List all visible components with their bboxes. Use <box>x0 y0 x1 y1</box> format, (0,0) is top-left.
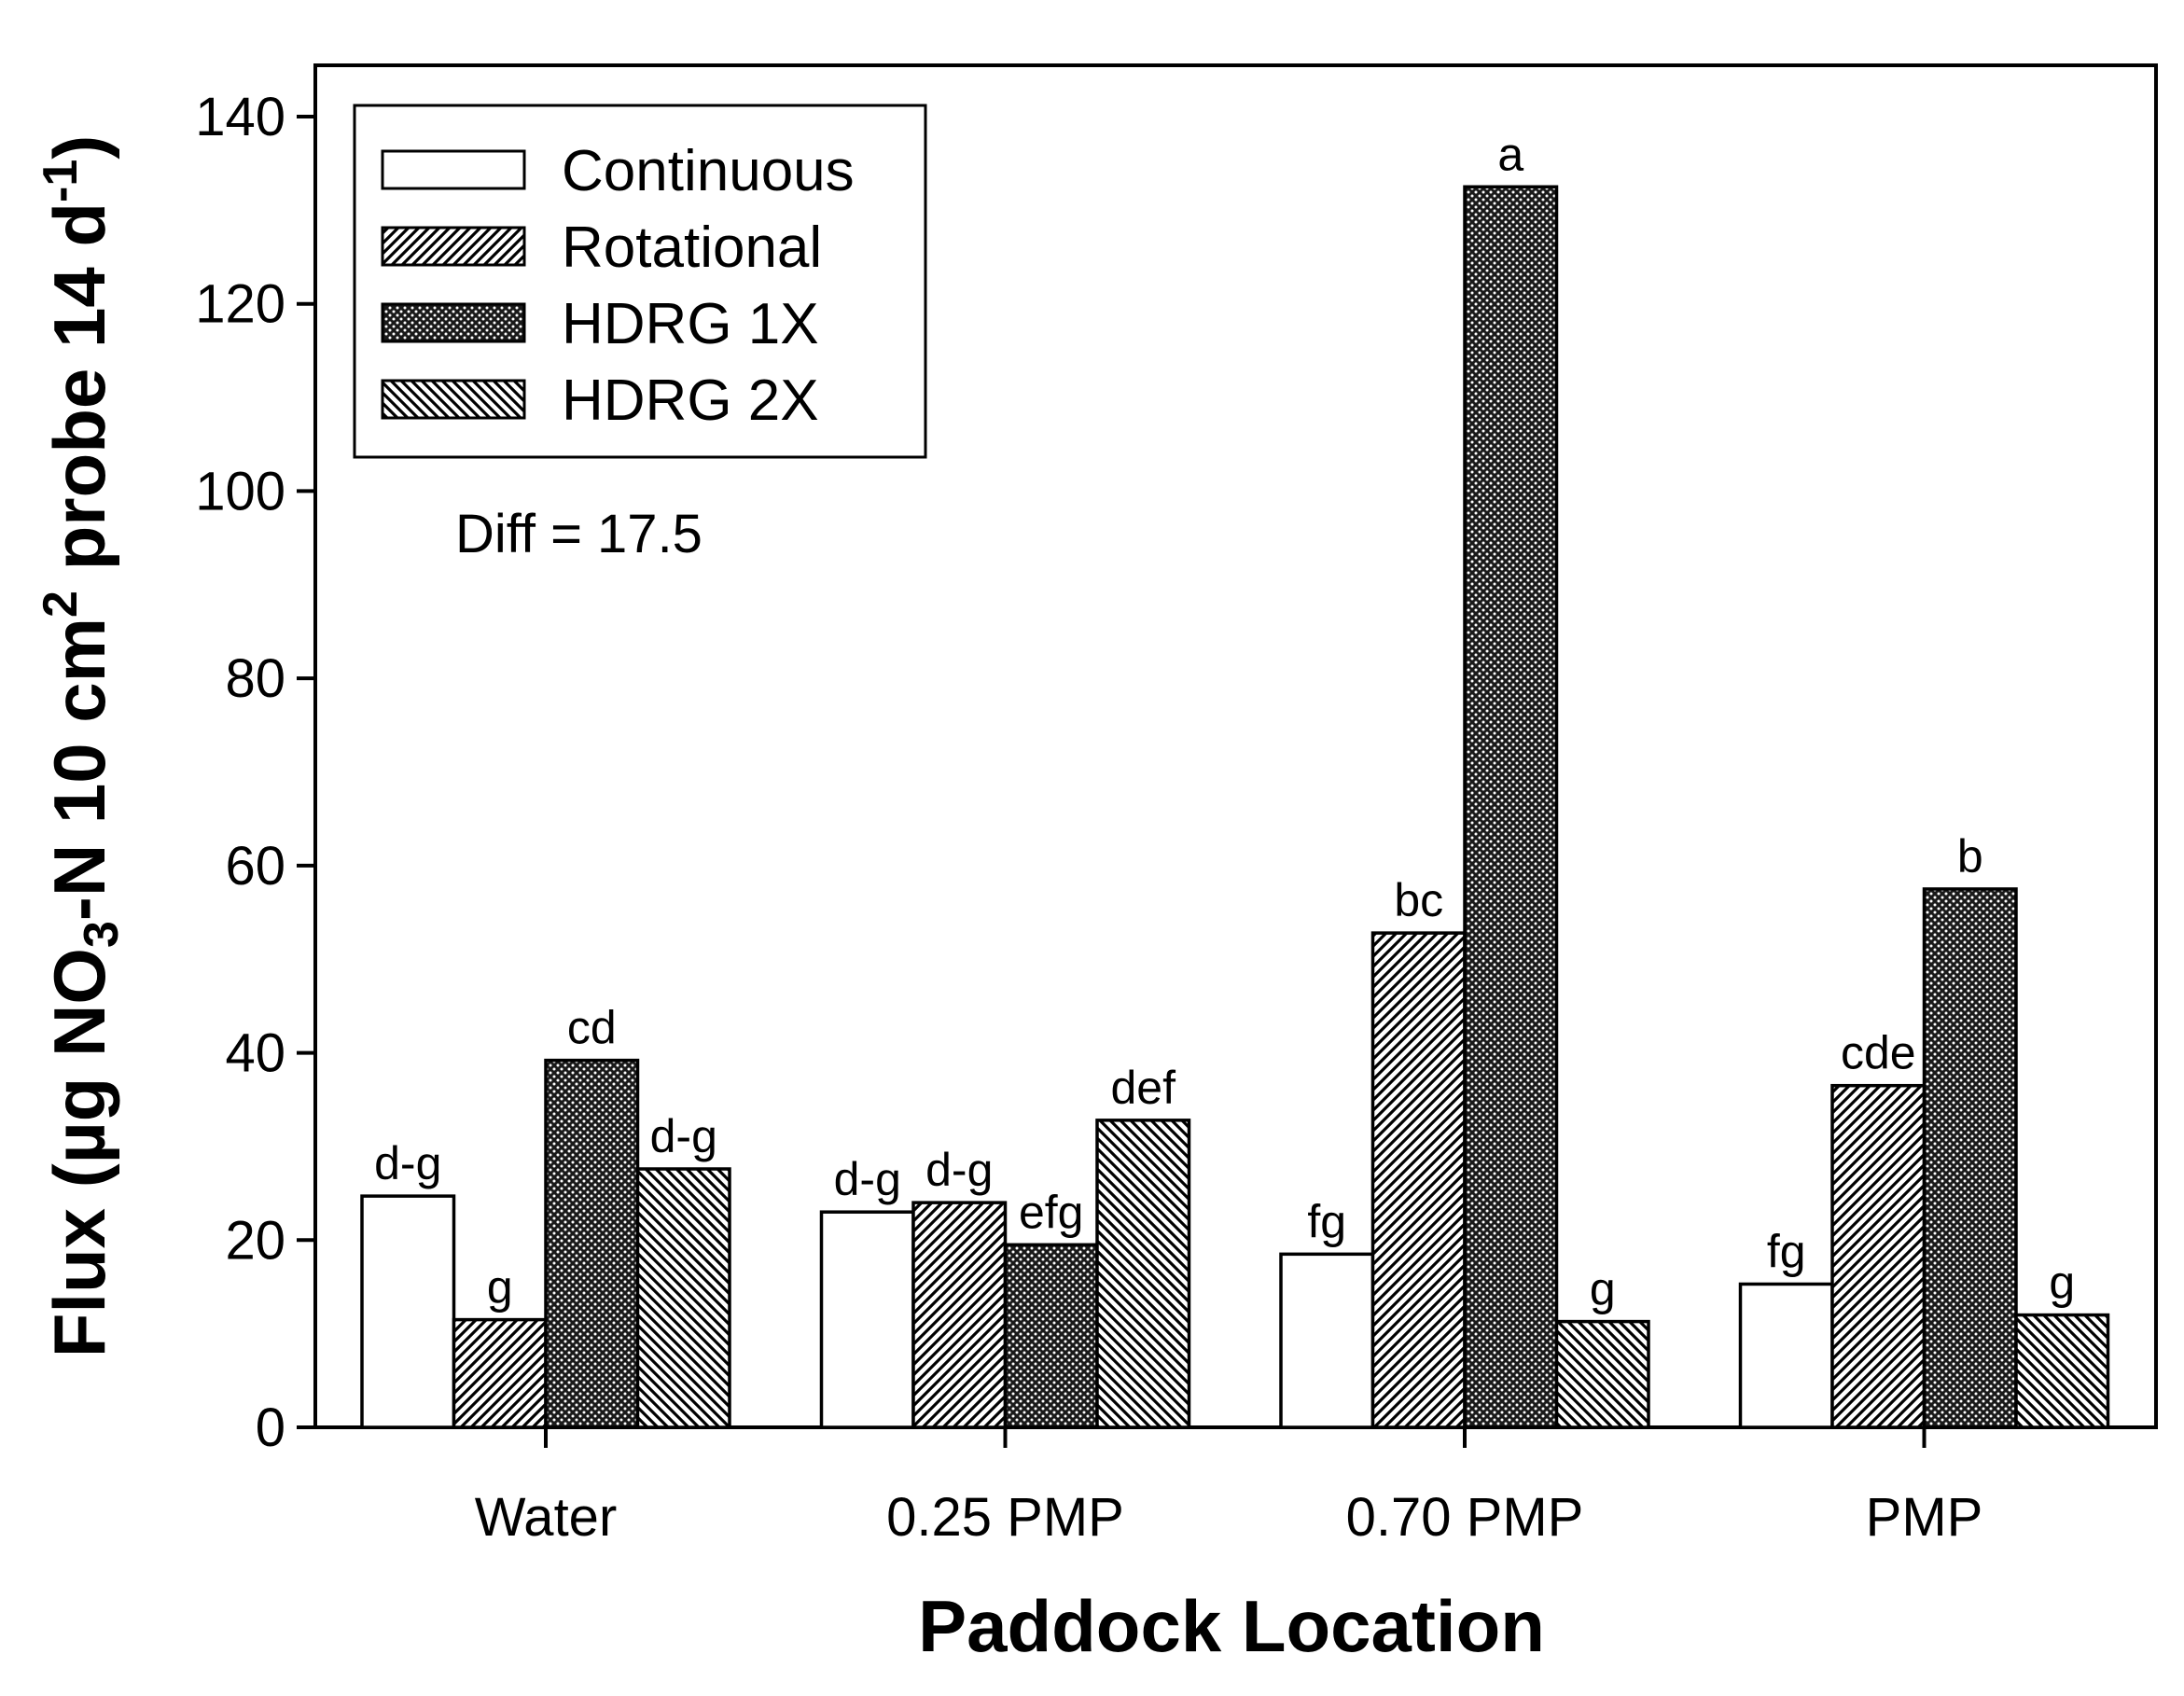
bar-hdrg-1x <box>1922 887 2018 1429</box>
bar-hdrg-1x <box>544 1058 640 1429</box>
legend-swatch <box>381 226 526 267</box>
bar-significance-label: efg <box>1019 1186 1084 1238</box>
bar-significance-label: d-g <box>925 1144 993 1196</box>
y-axis: 0 20 40 60 80 100 120 140 <box>195 87 315 1458</box>
bar-hdrg-2x <box>2014 1313 2110 1429</box>
bar-significance-label: d-g <box>374 1137 441 1189</box>
y-title-part: 2 <box>34 591 88 618</box>
bar-significance-label: cde <box>1841 1027 1916 1079</box>
legend: Continuous Rotational HDRG 1X HDRG 2X <box>353 104 927 459</box>
bar-continuous <box>360 1194 456 1429</box>
legend-swatch <box>381 379 526 420</box>
bar-continuous <box>819 1210 915 1429</box>
bar-significance-label: a <box>1497 128 1523 180</box>
diff-annotation: Diff = 17.5 <box>455 504 702 564</box>
y-title-part: ) <box>38 135 120 160</box>
bar-significance-label: def <box>1110 1062 1175 1114</box>
bar-hdrg-1x <box>1463 185 1559 1429</box>
bar-continuous <box>1279 1252 1375 1429</box>
legend-swatch <box>381 302 526 343</box>
legend-label: Continuous <box>562 139 855 203</box>
bar-hdrg-1x <box>1003 1243 1099 1429</box>
x-axis-title: Paddock Location <box>918 1585 1545 1667</box>
y-tick-label: 80 <box>225 648 285 709</box>
bar-significance-label: g <box>487 1261 513 1314</box>
y-title-part: probe 14 d <box>38 202 120 591</box>
y-tick-label: 20 <box>225 1210 285 1271</box>
bar-rotational <box>1370 931 1467 1429</box>
bar-hdrg-2x <box>635 1167 731 1429</box>
bar-significance-label: fg <box>1307 1195 1346 1247</box>
bar-rotational <box>1830 1083 1927 1429</box>
y-tick-label: 0 <box>256 1397 285 1458</box>
bars-group <box>360 185 2110 1429</box>
x-category-label: 0.25 PMP <box>886 1487 1124 1548</box>
bar-continuous <box>1738 1282 1834 1429</box>
y-title-part: Flux (µg NO <box>38 948 120 1357</box>
y-title-part: -1 <box>34 160 88 202</box>
y-tick-label: 60 <box>225 836 285 897</box>
bar-significance-label: d-g <box>650 1110 717 1162</box>
y-title-part: -N 10 cm <box>38 618 120 921</box>
x-category-label: PMP <box>1866 1487 1983 1548</box>
x-axis: Water 0.25 PMP 0.70 PMP PMP <box>475 1427 1983 1548</box>
x-category-label: 0.70 PMP <box>1346 1487 1584 1548</box>
y-tick-label: 100 <box>195 461 285 521</box>
bar-rotational <box>452 1317 548 1429</box>
legend-label: HDRG 1X <box>562 292 819 356</box>
bar-significance-label: bc <box>1394 874 1443 926</box>
y-title-part: 3 <box>75 921 129 948</box>
bar-significance-label: d-g <box>834 1153 901 1205</box>
bar-significance-label: g <box>2049 1257 2075 1309</box>
legend-label: Rotational <box>562 215 822 280</box>
bar-significance-label: cd <box>567 1002 617 1054</box>
plot-frame <box>313 63 2158 1429</box>
legend-swatch <box>381 149 526 190</box>
bar-rotational <box>911 1201 1008 1429</box>
x-category-label: Water <box>475 1487 618 1548</box>
bar-hdrg-2x <box>1554 1319 1650 1429</box>
y-tick-label: 140 <box>195 87 285 147</box>
bar-significance-label: g <box>1590 1263 1616 1315</box>
bar-labels-group: d-g g cd d-g d-g d-g efg def fg bc a g fg cde b g <box>374 128 2075 1314</box>
y-tick-label: 40 <box>225 1023 285 1084</box>
y-axis-title: Flux (µg NO3-N 10 cm2 probe 14 d-1) <box>34 135 129 1358</box>
bar-significance-label: fg <box>1767 1225 1806 1277</box>
bar-significance-label: b <box>1957 830 1983 883</box>
bar-hdrg-2x <box>1095 1119 1191 1429</box>
legend-label: HDRG 2X <box>562 368 819 433</box>
y-tick-label: 120 <box>195 274 285 335</box>
